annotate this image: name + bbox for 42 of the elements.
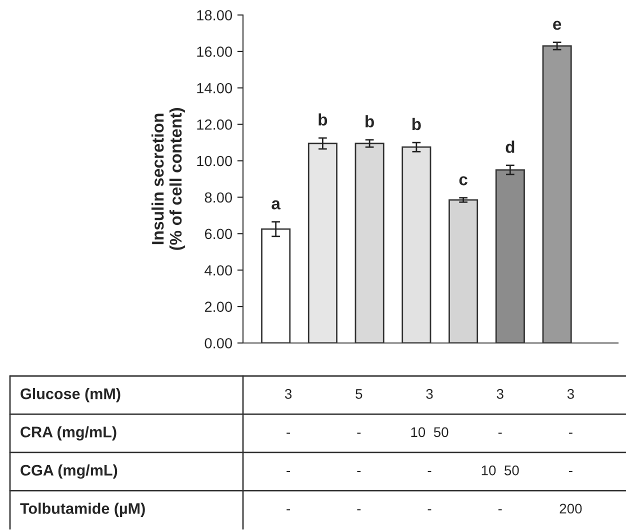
text: 10 50 <box>482 465 519 476</box>
text: - <box>569 432 572 434</box>
text: - <box>357 432 361 434</box>
text: - <box>428 509 432 510</box>
text: Tolbutamide (µM) <box>20 502 145 517</box>
y-tick-label: 4.00 <box>204 265 232 276</box>
text: 200 <box>560 504 582 514</box>
data-label: b <box>366 115 374 128</box>
text: - <box>498 509 502 510</box>
text: - <box>569 470 572 472</box>
data-label: a <box>272 200 281 210</box>
y-tick-label: 12.00 <box>197 119 232 130</box>
text: 3 <box>496 389 504 399</box>
text: 5 <box>356 389 362 399</box>
y-axis-title: Insulin secretion (% of cell content) <box>151 108 185 250</box>
y-tick-label: 10.00 <box>197 156 232 166</box>
text: 3 <box>426 389 433 399</box>
text: 3 <box>284 389 292 399</box>
text: 3 <box>567 389 574 399</box>
data-label: b <box>412 118 421 130</box>
text: Glucose (mM) <box>20 388 120 402</box>
data-label: e <box>553 20 562 30</box>
text: - <box>498 432 502 434</box>
y-tick-label: 0.00 <box>204 338 232 348</box>
y-tick-label: 8.00 <box>204 192 232 203</box>
y-tick-label: 18.00 <box>197 10 232 20</box>
text: CRA (mg/mL) <box>20 426 116 441</box>
y-tick-label: 2.00 <box>204 302 232 312</box>
text: CGA (mg/mL) <box>20 464 118 479</box>
data-label: c <box>459 176 468 186</box>
y-tick-label: 16.00 <box>197 46 232 57</box>
data-label: d <box>506 140 514 153</box>
y-tick-label: 14.00 <box>197 82 232 94</box>
text: - <box>357 470 361 472</box>
y-tick-label: 6.00 <box>204 228 232 240</box>
text: - <box>286 470 290 472</box>
text: - <box>357 509 361 510</box>
text: 10 50 <box>411 427 448 438</box>
text: - <box>286 432 290 434</box>
text: - <box>428 470 432 472</box>
text: - <box>286 509 290 510</box>
data-label: b <box>318 113 328 126</box>
